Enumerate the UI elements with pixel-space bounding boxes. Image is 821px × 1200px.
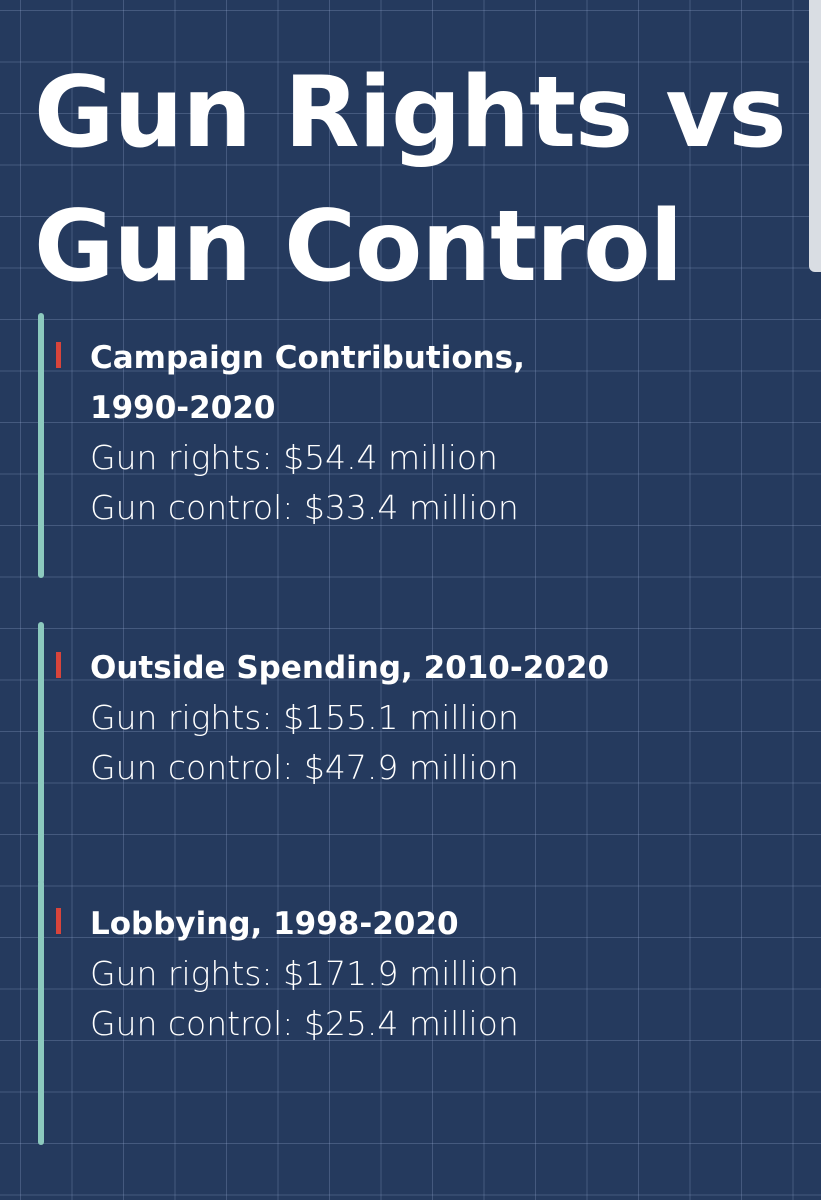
- section: Lobbying, 1998-2020 Gun rights: $171.9 m…: [90, 899, 790, 1049]
- accent-line: [38, 313, 44, 578]
- accent-mark: [56, 342, 61, 368]
- section-line: Gun control: $33.4 million: [90, 488, 519, 527]
- title: Gun Rights vs Gun Control: [34, 56, 787, 304]
- section-line: Gun control: $25.4 million: [90, 1004, 519, 1043]
- section-heading: Lobbying, 1998-2020: [90, 906, 459, 942]
- section-line: Gun rights: $54.4 million: [90, 438, 498, 477]
- accent-line: [38, 622, 44, 884]
- section-line: Gun rights: $171.9 million: [90, 954, 519, 993]
- section-line: Gun control: $47.9 million: [90, 748, 519, 787]
- accent-mark: [56, 652, 61, 678]
- accent-mark: [56, 908, 61, 934]
- section-heading: Campaign Contributions, 1990-2020: [90, 340, 525, 426]
- section-line: Gun rights: $155.1 million: [90, 698, 519, 737]
- section: Outside Spending, 2010-2020 Gun rights: …: [90, 643, 790, 793]
- section-heading: Outside Spending, 2010-2020: [90, 650, 610, 686]
- scrollbar[interactable]: [809, 0, 821, 272]
- accent-line: [38, 880, 44, 1145]
- section: Campaign Contributions, 1990-2020 Gun ri…: [90, 333, 790, 533]
